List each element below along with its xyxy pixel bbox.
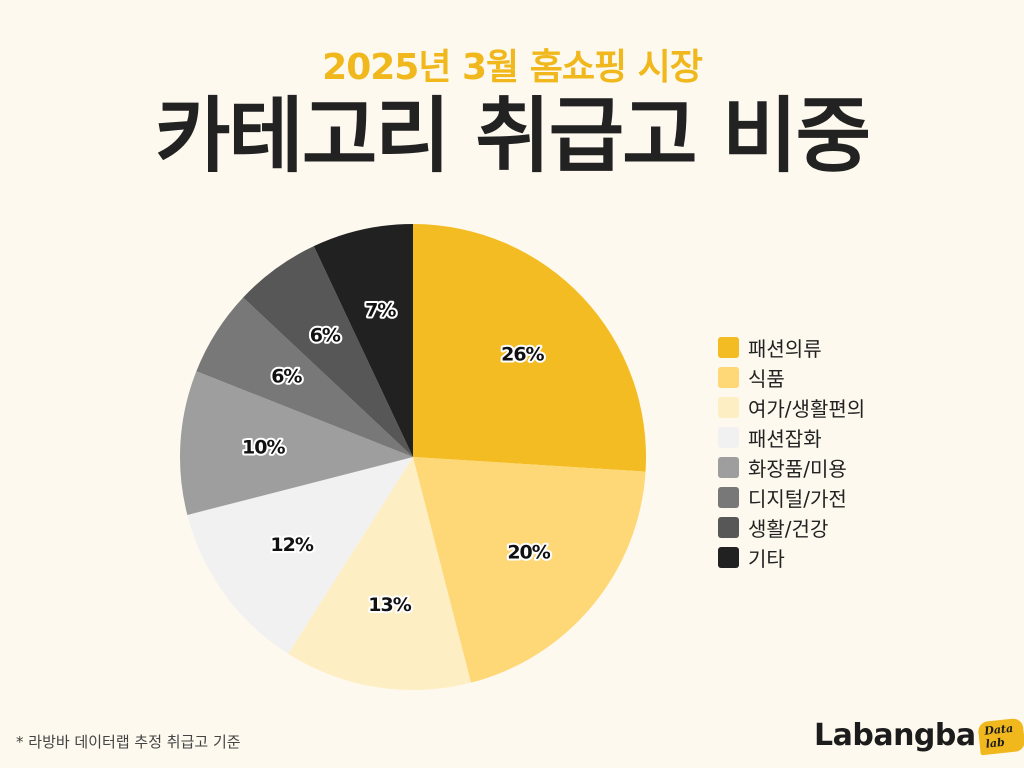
legend-label: 생활/건강 [748,516,829,541]
pie-slice-8 [313,224,413,457]
slice-label-2: 20% [507,542,550,564]
slice-label-4: 12% [270,534,313,556]
slice-label-6: 6% [271,366,302,388]
pie-slice-5 [180,371,413,515]
chart-title: 카테고리 취급고 비중 [154,89,871,184]
pie-slice-1 [413,224,646,472]
slice-label-5: 10% [242,437,285,459]
pie-slice-4 [187,457,413,654]
legend-swatch [718,456,739,478]
chart-subtitle: 2025년 3월 홈쇼핑 시장 [322,47,703,88]
legend-swatch [718,366,739,388]
legend-swatch [718,426,739,448]
legend-item-5: 화장품/미용 [718,452,1008,482]
legend-label: 화장품/미용 [748,456,847,481]
data-lab-badge: Data lab [977,717,1024,756]
pie-slice-2 [413,457,646,683]
legend-label: 여가/생활편의 [748,396,866,421]
slice-label-3: 13% [368,594,411,616]
legend-item-4: 패션잡화 [718,422,1008,452]
legend-item-3: 여가/생활편의 [718,392,1008,422]
slice-label-8: 7% [365,300,396,322]
legend-item-8: 기타 [718,542,1008,572]
legend-label: 디지털/가전 [748,486,847,511]
legend-swatch [718,336,739,358]
slice-label-7: 6% [310,325,341,347]
footnote: * 라방바 데이터랩 추정 취급고 기준 [16,733,241,751]
legend-label: 패션의류 [748,336,822,361]
legend-label: 패션잡화 [748,426,822,451]
legend-label: 식품 [748,366,785,391]
pie-slice-6 [196,297,413,457]
legend-item-2: 식품 [718,362,1008,392]
legend-swatch [718,516,739,538]
pie-slice-7 [243,246,413,457]
logo-text: Labangba [814,718,976,753]
legend-swatch [718,396,739,418]
legend-item-7: 생활/건강 [718,512,1008,542]
pie-slice-3 [288,457,471,690]
legend-item-1: 패션의류 [718,332,1008,362]
brand-logo: Labangba Data lab [814,717,1024,758]
legend-swatch [718,546,739,568]
legend-label: 기타 [748,546,785,571]
legend-item-6: 디지털/가전 [718,482,1008,512]
legend-swatch [718,486,739,508]
slice-label-1: 26% [501,343,544,365]
